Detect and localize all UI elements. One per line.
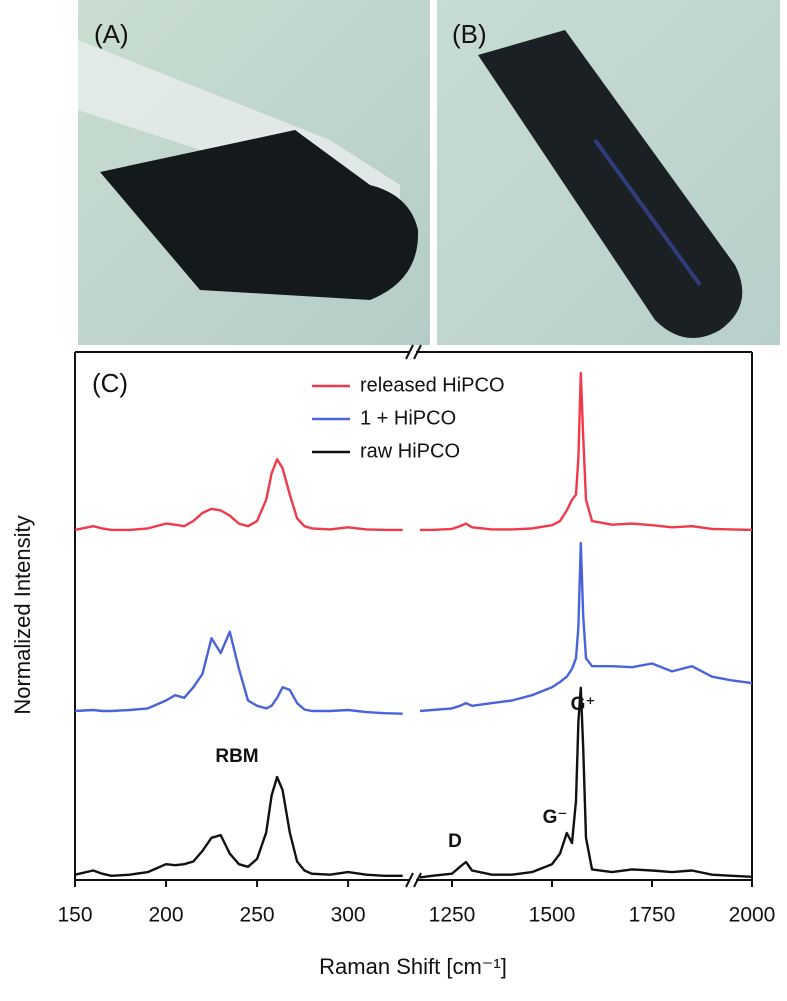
x-tick-label: 1500 xyxy=(529,904,576,927)
panel-label: (C) xyxy=(92,368,128,398)
legend-label: released HiPCO xyxy=(360,374,505,396)
x-tick-label: 1250 xyxy=(429,904,476,927)
x-tick-label: 300 xyxy=(331,904,366,927)
annotation: D xyxy=(448,831,462,852)
spectrum-line xyxy=(74,371,753,532)
photo-b: (B) xyxy=(437,0,780,345)
annotation: G⁺ xyxy=(571,694,596,715)
photo-a: (A) xyxy=(78,0,430,345)
x-tick-label: 2000 xyxy=(729,904,776,927)
panel-label: (B) xyxy=(452,19,487,49)
x-tick-label: 200 xyxy=(149,904,184,927)
axis-break xyxy=(413,344,422,360)
legend-label: raw HiPCO xyxy=(360,440,460,462)
axis-break xyxy=(405,872,414,888)
spectrum-line xyxy=(74,541,753,715)
y-axis-label: Normalized Intensity xyxy=(10,515,35,714)
x-tick-label: 1750 xyxy=(629,904,676,927)
panel-label: (A) xyxy=(94,19,129,49)
x-tick-label: 250 xyxy=(240,904,275,927)
legend-label: 1 + HiPCO xyxy=(360,407,456,429)
axis-break xyxy=(405,344,414,360)
x-tick-label: 150 xyxy=(57,904,92,927)
annotation: RBM xyxy=(215,746,258,767)
spectrum-line xyxy=(74,686,753,879)
x-axis-label: Raman Shift [cm⁻¹] xyxy=(319,954,507,979)
axis-break xyxy=(413,872,422,888)
annotation: G⁻ xyxy=(543,807,568,828)
